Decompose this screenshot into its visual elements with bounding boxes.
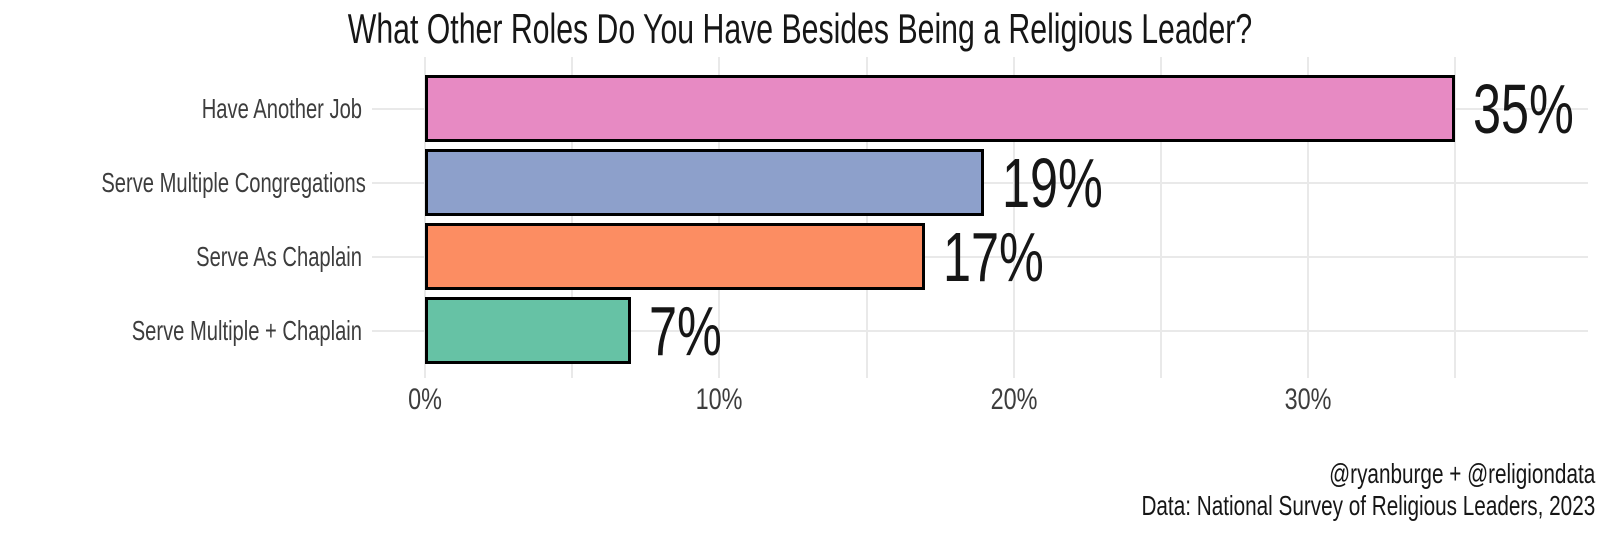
vertical-gridline bbox=[571, 57, 574, 378]
y-axis-label: Have Another Job bbox=[201, 92, 362, 124]
horizontal-gridline bbox=[372, 255, 1588, 258]
y-axis-label: Serve As Chaplain bbox=[196, 240, 362, 272]
vertical-gridline bbox=[1307, 57, 1310, 378]
bar-serve-multiple-chaplain bbox=[425, 297, 631, 364]
x-axis-label: 10% bbox=[695, 383, 743, 416]
y-axis-label: Serve Multiple + Chaplain bbox=[131, 314, 362, 346]
chart-caption: @ryanburge + @religiondata Data: Nationa… bbox=[1141, 458, 1595, 522]
chart-title: What Other Roles Do You Have Besides Bei… bbox=[347, 5, 1253, 52]
bar-value-label: 17% bbox=[943, 217, 1044, 296]
vertical-gridline bbox=[718, 57, 721, 378]
caption-credits: @ryanburge + @religiondata bbox=[1328, 458, 1595, 489]
vertical-gridline bbox=[1160, 57, 1162, 378]
bar-serve-as-chaplain bbox=[425, 223, 925, 290]
x-axis-label: 20% bbox=[990, 383, 1038, 416]
x-axis-label: 0% bbox=[408, 383, 442, 416]
vertical-gridline bbox=[1012, 57, 1015, 378]
y-axis-label: Serve Multiple Congregations bbox=[101, 166, 366, 198]
x-axis-label: 30% bbox=[1284, 383, 1332, 416]
bar-serve-multiple-congregations bbox=[425, 149, 984, 216]
horizontal-gridline bbox=[372, 329, 1588, 332]
caption-source: Data: National Survey of Religious Leade… bbox=[1141, 490, 1595, 521]
vertical-gridline bbox=[865, 57, 868, 378]
bar-value-label: 35% bbox=[1473, 69, 1574, 148]
bar-value-label: 19% bbox=[1002, 143, 1103, 222]
vertical-gridline bbox=[424, 57, 426, 378]
bar-have-another-job bbox=[425, 75, 1455, 142]
bar-value-label: 7% bbox=[649, 291, 722, 370]
vertical-gridline bbox=[1454, 57, 1457, 378]
